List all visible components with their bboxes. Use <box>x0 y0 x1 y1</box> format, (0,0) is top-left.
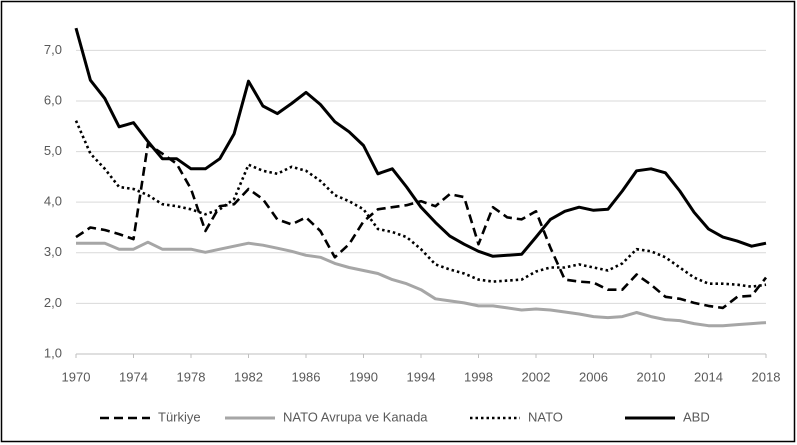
series-line <box>76 240 767 328</box>
legend-label: NATO Avrupa ve Kanada <box>283 409 428 424</box>
y-tick-label: 3,0 <box>44 244 62 259</box>
y-tick-label: 7,0 <box>44 42 62 57</box>
x-tick-label: 1990 <box>349 369 378 384</box>
legend-label: NATO <box>528 409 563 424</box>
x-tick-label: 2014 <box>694 369 723 384</box>
legend-label: Türkiye <box>158 409 201 424</box>
x-tick-label: 2018 <box>752 369 781 384</box>
y-tick-label: 5,0 <box>44 143 62 158</box>
x-tick-label: 1978 <box>177 369 206 384</box>
x-tick-label: 2010 <box>637 369 666 384</box>
x-tick-label: 1970 <box>62 369 91 384</box>
x-tick-label: 1986 <box>292 369 321 384</box>
y-tick-label: 2,0 <box>44 295 62 310</box>
x-tick-label: 2002 <box>522 369 551 384</box>
series-line <box>75 142 768 310</box>
y-tick-label: 6,0 <box>44 92 62 107</box>
x-tick-label: 1974 <box>119 369 148 384</box>
y-tick-label: 4,0 <box>44 194 62 209</box>
y-tick-label: 1,0 <box>44 345 62 360</box>
legend-label: ABD <box>683 409 710 424</box>
series-line <box>74 120 767 288</box>
x-tick-label: 2006 <box>579 369 608 384</box>
x-tick-label: 1982 <box>234 369 263 384</box>
x-tick-label: 1994 <box>407 369 436 384</box>
x-tick-label: 1998 <box>464 369 493 384</box>
series-line <box>74 27 767 258</box>
